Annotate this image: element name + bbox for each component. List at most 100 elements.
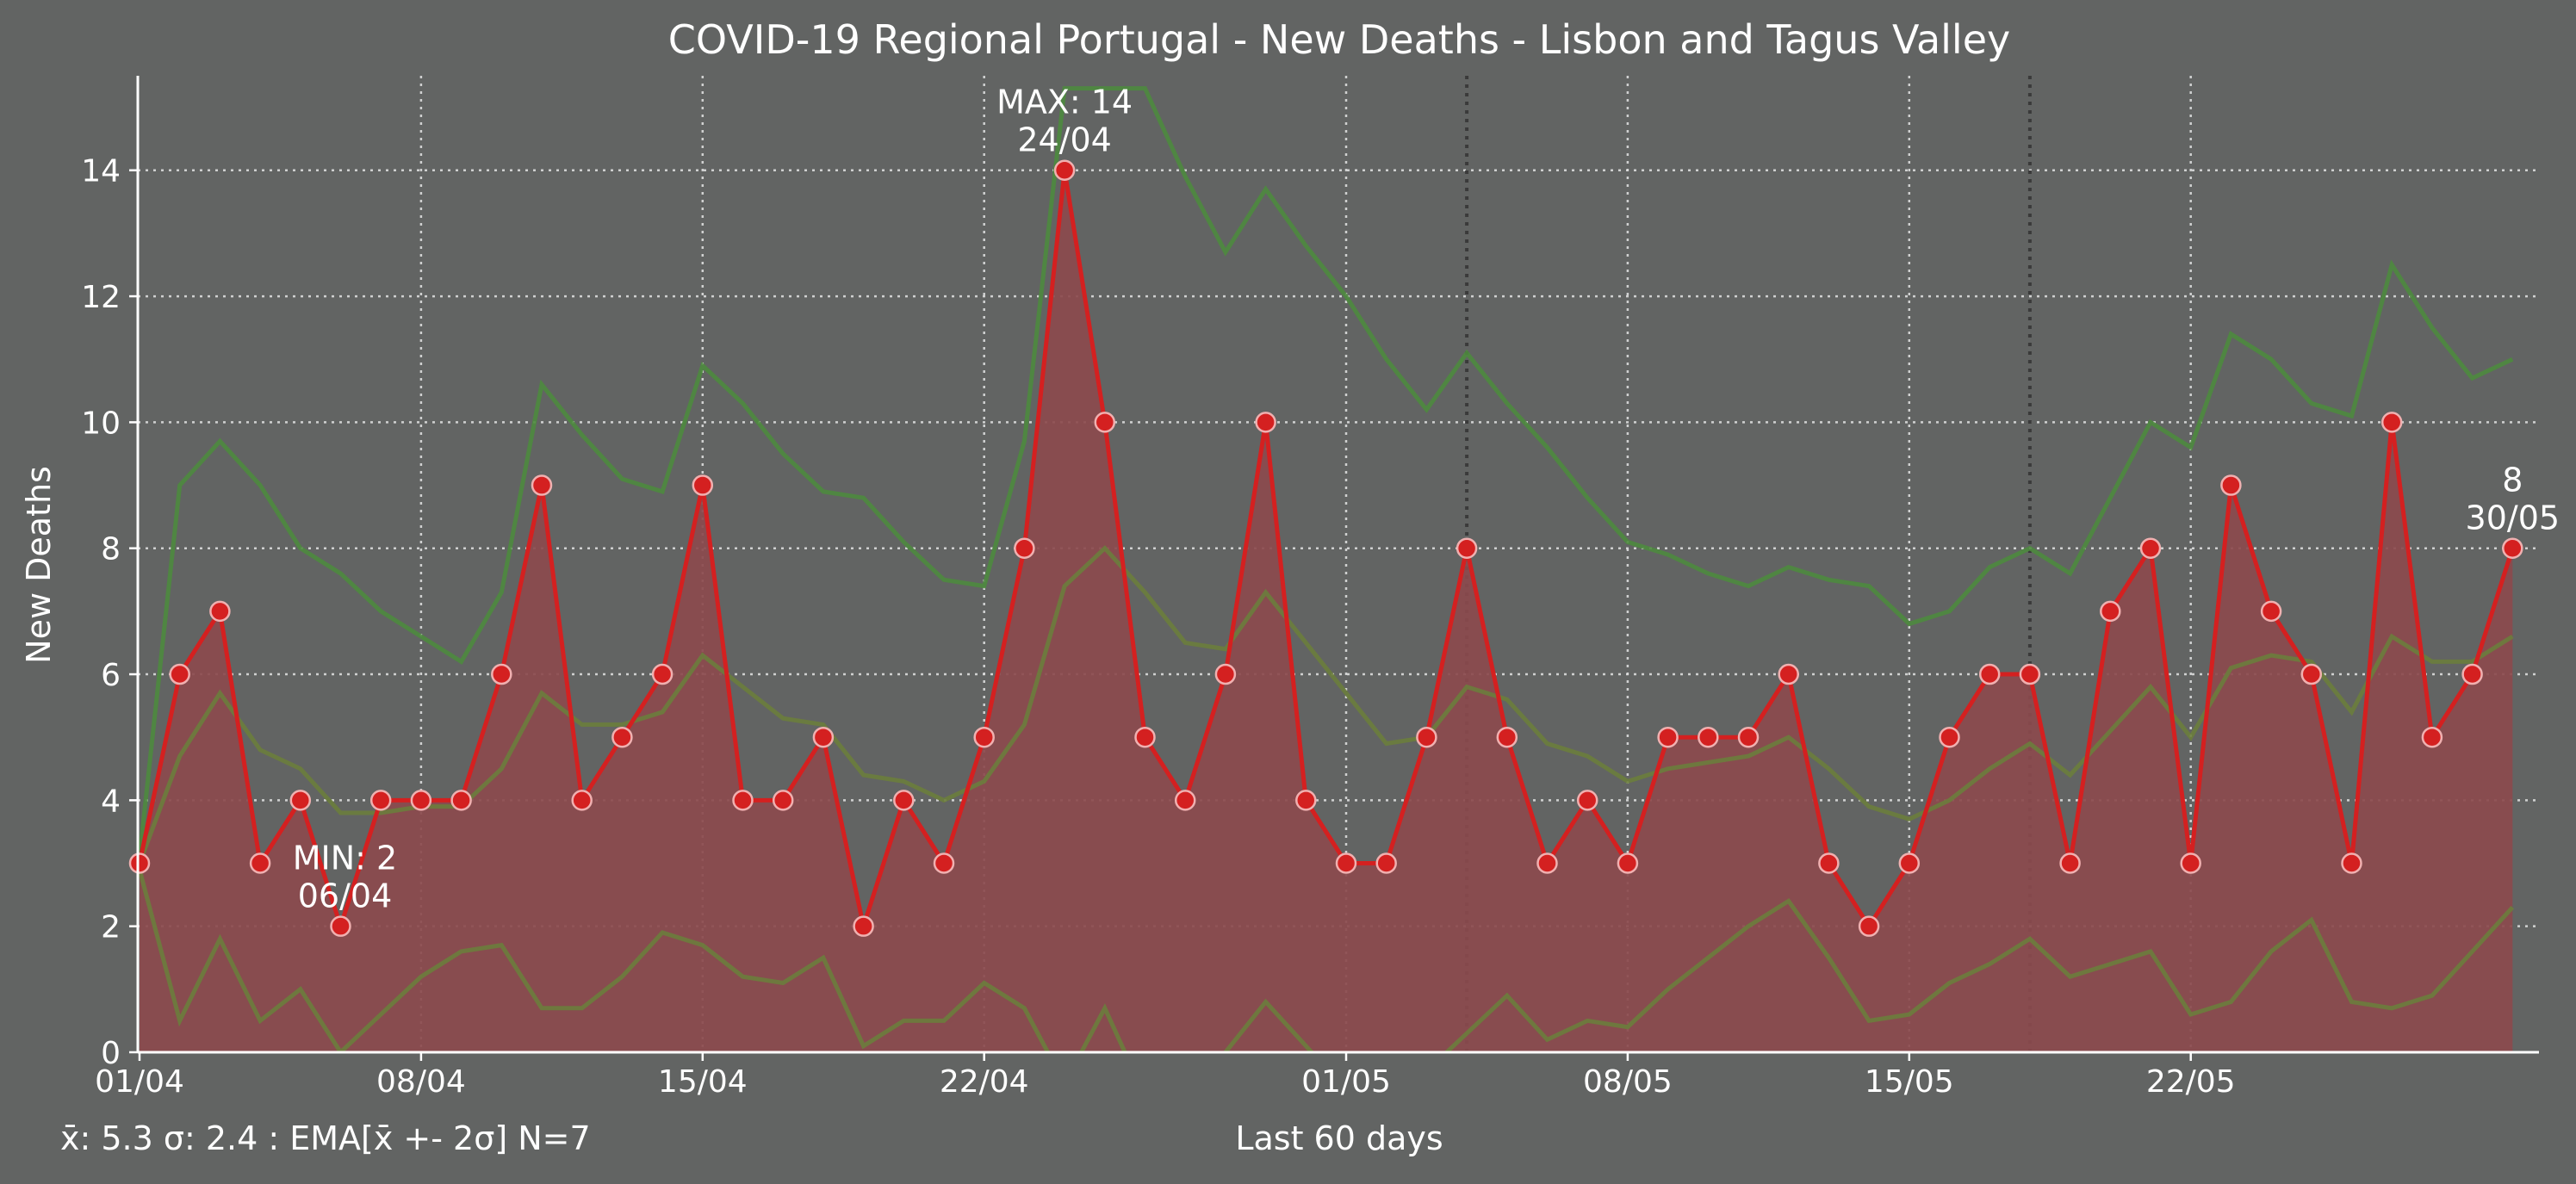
data-point xyxy=(1295,790,1317,811)
data-point xyxy=(491,663,512,685)
data-point xyxy=(450,790,472,811)
y-tick-label: 0 xyxy=(101,1036,121,1071)
data-point xyxy=(1978,663,2001,685)
y-tick-label: 4 xyxy=(101,784,121,819)
data-point xyxy=(1335,852,1357,874)
y-tick-label: 8 xyxy=(101,532,121,567)
annotation-line: 06/04 xyxy=(298,877,393,915)
axes xyxy=(129,76,2539,1061)
x-tick-label: 01/05 xyxy=(1301,1064,1391,1100)
data-point xyxy=(1858,915,1880,937)
data-point xyxy=(2139,537,2162,559)
data-point xyxy=(1898,852,1921,874)
x-tick-label: 22/04 xyxy=(940,1064,1029,1100)
data-point xyxy=(1094,412,1116,433)
data-point xyxy=(2180,852,2201,874)
data-point xyxy=(1536,852,1558,874)
data-point xyxy=(1416,726,1437,748)
data-point xyxy=(1134,726,1156,748)
chart-title: COVID-19 Regional Portugal - New Deaths … xyxy=(668,16,2010,63)
main-line xyxy=(137,170,2515,935)
data-point xyxy=(1014,537,1035,559)
annotation-line: 24/04 xyxy=(1017,121,1112,159)
data-point xyxy=(933,852,955,874)
data-point xyxy=(1214,663,1237,685)
y-tick-labels: 0 2 4 6 8 10 12 14 xyxy=(81,154,121,1071)
annotation-line: 30/05 xyxy=(2466,499,2560,537)
ema-mid-line xyxy=(138,545,2514,865)
y-tick-label: 14 xyxy=(81,154,121,189)
stats-footer: x̄: 5.3 σ: 2.4 : EMA[x̄ +- 2σ] N=7 xyxy=(60,1119,591,1157)
data-point xyxy=(2380,412,2403,433)
y-axis-label: New Deaths xyxy=(20,466,58,664)
annotation-text: 8 30/05 xyxy=(2466,462,2560,537)
data-point xyxy=(128,852,151,874)
data-point xyxy=(2502,537,2523,559)
x-tick-labels: 01/04 08/04 15/04 22/04 01/05 08/05 15/05 22/05 xyxy=(95,1064,2235,1100)
annotation-text: MIN: 2 06/04 xyxy=(293,840,397,915)
data-point xyxy=(2461,663,2483,685)
x-tick-label: 15/05 xyxy=(1865,1064,1954,1100)
ema-upper-band-line xyxy=(138,86,2514,858)
data-point xyxy=(1576,790,1598,811)
x-tick-label: 01/04 xyxy=(95,1064,184,1100)
data-point xyxy=(1939,726,1960,748)
data-point xyxy=(1657,726,1679,748)
y-tick-label: 2 xyxy=(101,910,121,945)
data-point xyxy=(2100,600,2121,623)
data-point xyxy=(893,790,915,811)
data-point xyxy=(1053,159,1076,181)
data-point xyxy=(1698,726,1719,748)
x-tick-label: 22/05 xyxy=(2146,1064,2236,1100)
y-tick-label: 10 xyxy=(81,406,121,441)
data-point xyxy=(772,790,794,811)
y-tick-label: 12 xyxy=(81,280,121,315)
data-point xyxy=(651,663,673,685)
data-point xyxy=(973,726,995,748)
data-point xyxy=(1737,726,1760,748)
data-point xyxy=(2220,474,2242,496)
data-point xyxy=(1496,726,1518,748)
annotation-line: MIN: 2 xyxy=(293,840,397,877)
data-point xyxy=(1617,852,1639,874)
data-point xyxy=(1778,663,1799,685)
y-tick-label: 6 xyxy=(101,658,121,693)
data-point xyxy=(1255,412,1276,433)
data-point xyxy=(531,474,553,496)
x-tick-label: 08/04 xyxy=(376,1064,466,1100)
data-point xyxy=(2019,663,2041,685)
data-point xyxy=(330,915,351,937)
data-point xyxy=(1375,852,1397,874)
data-point xyxy=(692,474,714,496)
data-point xyxy=(249,852,271,874)
data-point xyxy=(2300,663,2323,685)
new-deaths-line xyxy=(137,170,2515,935)
data-point xyxy=(853,915,874,937)
annotations: MAX: 14 24/04 MIN: 2 06/04 8 30/05 xyxy=(293,84,2560,915)
annotation-text: MAX: 14 24/04 xyxy=(996,84,1133,159)
data-point xyxy=(2341,852,2362,874)
x-tick-label: 08/05 xyxy=(1583,1064,1673,1100)
data-point xyxy=(1818,852,1840,874)
data-point xyxy=(369,790,392,811)
annotation-line: MAX: 14 xyxy=(996,84,1133,121)
data-point xyxy=(1456,537,1478,559)
data-point xyxy=(2059,852,2081,874)
data-point xyxy=(169,663,190,685)
ema-band-lines xyxy=(138,86,2515,1052)
data-point xyxy=(410,790,432,811)
ema-lower-band-line xyxy=(138,869,2515,1052)
data-point xyxy=(571,790,593,811)
x-tick-label: 15/04 xyxy=(658,1064,748,1100)
data-point xyxy=(732,790,754,811)
x-axis-label: Last 60 days xyxy=(1235,1119,1443,1157)
new-deaths-points xyxy=(128,159,2523,937)
data-point xyxy=(611,726,633,748)
data-point xyxy=(2421,726,2443,748)
data-point xyxy=(209,600,231,623)
data-point xyxy=(812,726,835,748)
data-point xyxy=(289,790,312,811)
data-point xyxy=(2260,600,2282,623)
